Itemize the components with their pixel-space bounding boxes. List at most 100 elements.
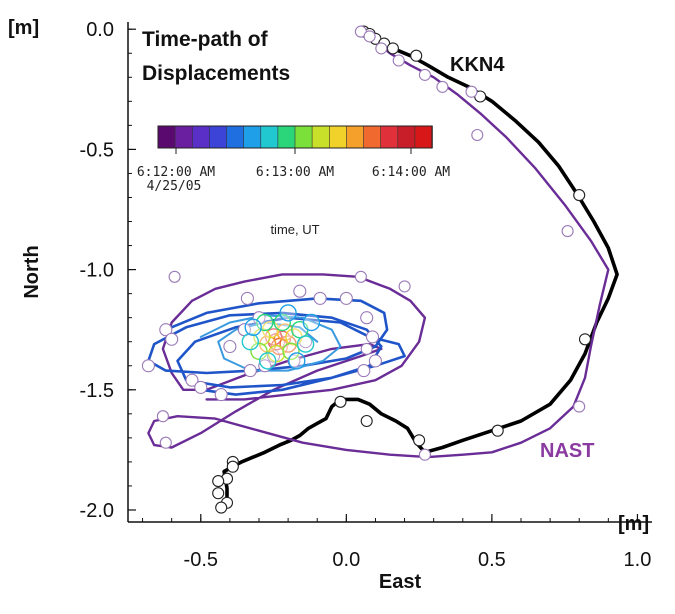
series-marker <box>194 380 208 394</box>
series-marker <box>360 342 373 355</box>
y-tick-label: 0.0 <box>86 19 114 41</box>
series-marker <box>339 291 353 305</box>
colorbar-tick-label-1: 6:13:00 AM <box>256 165 334 180</box>
colorbar-swatch <box>209 125 228 149</box>
axes: 0.0 -0.5 -1.0 -1.5 -2.0 -0.5 0.0 0.5 1.0 <box>80 19 652 571</box>
series-line-inner-2 <box>147 297 406 396</box>
series-marker <box>168 270 181 283</box>
series-marker <box>354 270 367 283</box>
series-marker <box>159 436 172 449</box>
colorbar <box>157 125 433 154</box>
series-marker <box>471 128 484 142</box>
colorbar-swatch <box>157 125 176 149</box>
series-marker <box>159 323 173 337</box>
chart-title-line-2: Displacements <box>142 62 290 85</box>
series-marker <box>578 333 592 346</box>
series-marker <box>360 414 373 428</box>
y-tick-label: -0.5 <box>80 139 114 161</box>
y-tick-label: -2.0 <box>80 500 114 522</box>
series-marker <box>156 410 169 423</box>
colorbar-swatch <box>328 125 348 149</box>
colorbar-swatch <box>397 125 416 149</box>
colorbar-swatch <box>380 125 399 149</box>
series-marker <box>491 424 504 437</box>
series-marker <box>573 400 586 413</box>
x-axis-unit: [m] <box>618 513 649 535</box>
series-marker <box>215 501 228 514</box>
cluster-marker <box>279 304 297 322</box>
colorbar-title: time, UT <box>270 222 319 237</box>
cluster-marker <box>273 313 291 332</box>
y-tick-label: -1.5 <box>80 380 114 402</box>
series-marker <box>365 330 380 344</box>
cluster-marker <box>296 335 315 353</box>
colorbar-swatch <box>277 125 296 149</box>
series-marker <box>240 291 254 305</box>
cluster-marker <box>302 313 321 332</box>
series-marker <box>465 85 478 98</box>
colorbar-swatch <box>243 125 262 149</box>
colorbar-swatch <box>294 125 313 149</box>
series-marker <box>360 311 374 325</box>
colorbar-date-label: 4/25/05 <box>147 179 202 194</box>
x-tick-label: -0.5 <box>184 549 218 571</box>
series-marker <box>418 448 431 461</box>
series-marker <box>141 359 155 373</box>
series-marker <box>243 364 257 378</box>
colorbar-swatch <box>363 125 382 149</box>
colorbar-tick-label-0: 6:12:00 AM <box>137 165 215 180</box>
series-marker <box>386 42 399 55</box>
colorbar-swatch <box>414 125 433 149</box>
series-marker <box>418 68 431 81</box>
series-marker <box>436 80 449 93</box>
cluster-marker <box>244 318 262 336</box>
series-label-kkn4: KKN4 <box>450 54 505 76</box>
series-line-nast <box>147 30 610 459</box>
series-marker <box>334 395 347 408</box>
series-marker <box>226 460 239 473</box>
y-tick-label: -1.0 <box>80 260 114 282</box>
series-marker <box>573 189 586 202</box>
cluster-marker <box>259 352 277 370</box>
chart-title-line-1: Time-path of <box>142 28 269 51</box>
cluster-marker <box>282 342 300 360</box>
series-marker <box>398 280 411 293</box>
series-layer <box>147 29 619 512</box>
series-marker <box>368 354 382 368</box>
y-axis-title: North <box>21 245 43 298</box>
series-marker <box>363 30 376 43</box>
series-marker <box>185 373 199 387</box>
colorbar-tick-label-2: 6:14:00 AM <box>372 165 450 180</box>
series-marker <box>413 434 426 447</box>
colorbar-swatch <box>192 125 211 149</box>
y-axis-unit: [m] <box>8 17 39 39</box>
x-tick-label: 0.5 <box>478 549 506 571</box>
series-marker <box>287 354 301 368</box>
series-label-nast: NAST <box>540 440 594 462</box>
cluster-marker <box>241 333 260 351</box>
series-marker <box>293 284 307 298</box>
cluster-marker <box>288 352 306 370</box>
x-tick-label: 1.0 <box>624 549 652 571</box>
colorbar-swatch <box>311 125 331 149</box>
series-marker <box>410 49 423 62</box>
series-marker <box>313 291 327 305</box>
cluster-marker <box>267 345 286 363</box>
series-marker <box>212 475 225 488</box>
x-tick-label: 0.0 <box>332 549 360 571</box>
series-marker <box>561 225 574 238</box>
markers-layer <box>141 25 592 514</box>
series-marker <box>375 42 388 55</box>
series-marker <box>165 332 179 346</box>
series-marker <box>392 54 405 67</box>
colorbar-swatch <box>260 125 279 149</box>
cluster-marker <box>276 323 294 341</box>
series-marker <box>212 487 225 500</box>
colorbar-swatch <box>174 125 194 149</box>
colorbar-swatch <box>226 125 245 149</box>
series-marker <box>214 388 228 402</box>
center-cluster <box>241 304 321 370</box>
colorbar-swatch <box>346 125 365 149</box>
series-marker <box>357 364 371 378</box>
series-line-kkn4 <box>222 29 619 512</box>
